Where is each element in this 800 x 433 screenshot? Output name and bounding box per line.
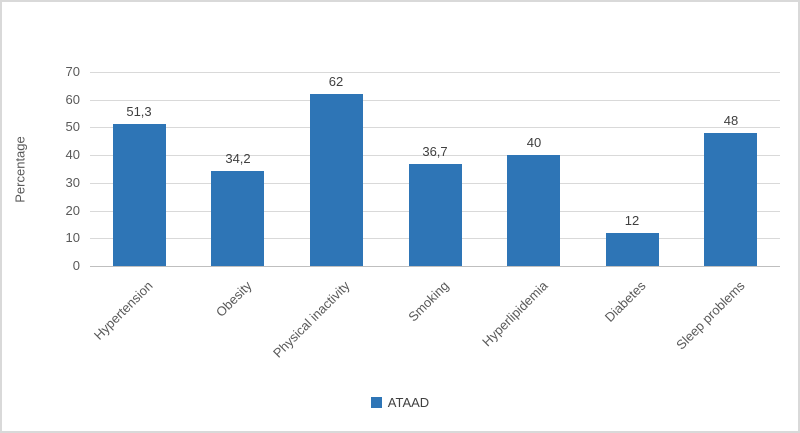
bar — [113, 124, 166, 266]
y-tick-label: 60 — [65, 92, 80, 107]
y-tick-label: 70 — [65, 64, 80, 79]
category-label: Sleep problems — [673, 278, 748, 353]
category-label: Physical inactivity — [269, 278, 353, 361]
data-label: 51,3 — [126, 104, 152, 119]
data-label: 34,2 — [225, 151, 251, 166]
y-tick-label: 40 — [65, 147, 80, 162]
x-axis-line — [90, 266, 780, 267]
data-label: 36,7 — [422, 144, 448, 159]
y-tick-label: 30 — [65, 175, 80, 190]
bar — [507, 155, 560, 266]
y-tick-label: 0 — [72, 258, 80, 273]
y-tick-label: 50 — [65, 119, 80, 134]
y-tick-label: 10 — [65, 230, 80, 245]
plot-area: 51,3 34,2 62 36,7 40 12 48 — [90, 72, 780, 267]
data-label: 12 — [624, 213, 640, 228]
data-label: 40 — [526, 135, 542, 150]
category-label: Hypertension — [90, 278, 156, 343]
legend-swatch-icon — [370, 397, 382, 408]
data-label: 48 — [723, 113, 739, 128]
bar — [606, 233, 659, 266]
gridline — [90, 100, 780, 101]
gridline — [90, 72, 780, 73]
y-axis-title: Percentage — [12, 136, 28, 203]
bar — [310, 94, 363, 266]
y-axis-tick-labels: 0 10 20 30 40 50 60 70 — [50, 64, 80, 273]
legend: ATAAD — [2, 395, 798, 410]
category-label: Obesity — [212, 278, 255, 320]
legend-series-label: ATAAD — [387, 395, 430, 410]
bar — [409, 164, 462, 266]
y-tick-label: 20 — [65, 203, 80, 218]
category-label: Smoking — [405, 278, 452, 325]
x-axis-category-labels: Hypertension Obesity Physical inactivity Sm… — [90, 266, 780, 386]
bar — [211, 171, 264, 266]
gridline — [90, 127, 780, 128]
gridline — [90, 155, 780, 156]
bar — [704, 133, 757, 266]
data-label: 62 — [328, 74, 344, 89]
category-label: Hyperlipidemia — [479, 278, 551, 350]
category-label: Diabetes — [601, 278, 649, 325]
